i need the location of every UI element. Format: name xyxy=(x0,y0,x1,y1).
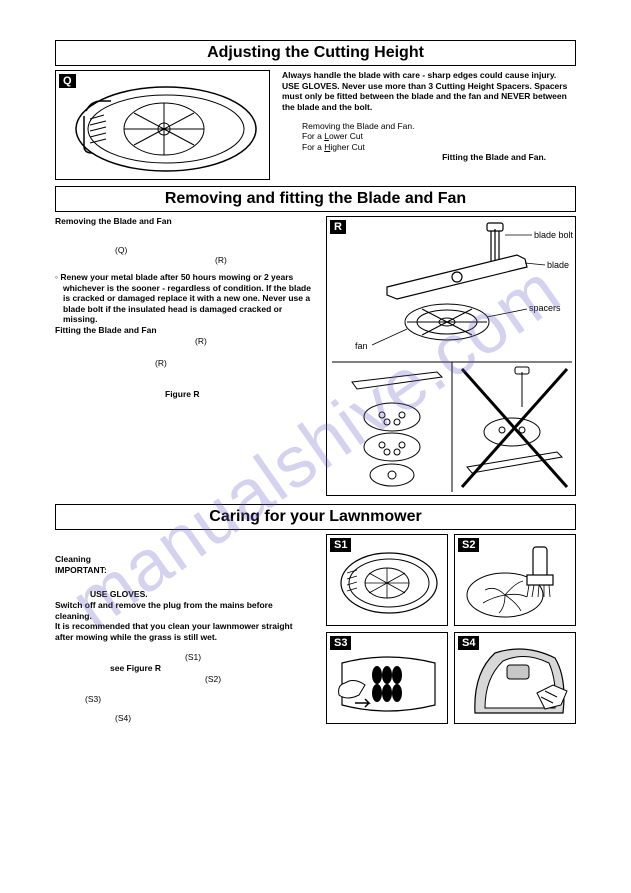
section3-row: Cleaning IMPORTANT: USE GLOVES. Switch o… xyxy=(55,534,576,724)
section2-row: Removing the Blade and Fan (Q) (R) ◦ Ren… xyxy=(55,216,576,496)
important-label: IMPORTANT: xyxy=(55,565,310,576)
diagram-r: R blade bolt blade xyxy=(326,216,576,496)
section2-figref: Figure R xyxy=(165,389,312,400)
section2-bullet: ◦ Renew your metal blade after 50 hours … xyxy=(55,272,312,325)
recommended-text: It is recommended that you clean your la… xyxy=(55,621,310,642)
section2-heading2: Fitting the Blade and Fan xyxy=(55,325,312,336)
section1-warning: Always handle the blade with care - shar… xyxy=(282,70,576,113)
section1-sub1: Removing the Blade and Fan. xyxy=(302,121,576,132)
section3-title: Caring for your Lawnmower xyxy=(55,504,576,530)
section1-title: Adjusting the Cutting Height xyxy=(55,40,576,66)
s1-ref: (S1) xyxy=(185,652,310,663)
seefig-ref: see Figure R xyxy=(110,663,310,674)
tag-s4: S4 xyxy=(458,636,479,650)
section1-sub3: For a Higher Cut xyxy=(302,142,576,153)
blade-fan-exploded-illustration: blade bolt blade xyxy=(327,217,577,497)
section2-title: Removing and fitting the Blade and Fan xyxy=(55,186,576,212)
label-fan: fan xyxy=(355,341,368,351)
tag-s2: S2 xyxy=(458,538,479,552)
section2-ref4: (R) xyxy=(155,358,312,369)
s3-ref: (S3) xyxy=(85,694,310,705)
diagram-s1: S1 xyxy=(326,534,448,626)
tag-s1: S1 xyxy=(330,538,351,552)
tag-q: Q xyxy=(59,74,76,88)
diagram-s4: S4 xyxy=(454,632,576,724)
section2-ref2: (R) xyxy=(215,255,312,266)
tag-r: R xyxy=(330,220,346,234)
diagram-s2: S2 xyxy=(454,534,576,626)
section1-sub4: Fitting the Blade and Fan. xyxy=(282,152,576,163)
section3-left: Cleaning IMPORTANT: USE GLOVES. Switch o… xyxy=(55,534,318,724)
label-bolt: blade bolt xyxy=(534,230,574,240)
section2-left: Removing the Blade and Fan (Q) (R) ◦ Ren… xyxy=(55,216,318,496)
diagram-s3: S3 xyxy=(326,632,448,724)
mower-underside-illustration xyxy=(56,71,271,181)
switchoff-text: Switch off and remove the plug from the … xyxy=(55,600,310,621)
section1-sub2: For a Lower Cut xyxy=(302,131,576,142)
gloves-label: USE GLOVES. xyxy=(90,589,310,600)
section2-ref1: (Q) xyxy=(115,245,312,256)
section1-text: Always handle the blade with care - shar… xyxy=(278,70,576,180)
section1-row: Q xyxy=(55,70,576,180)
care-grid: S1 S2 xyxy=(326,534,576,724)
section2-heading1: Removing the Blade and Fan xyxy=(55,216,312,227)
tag-s3: S3 xyxy=(330,636,351,650)
page-content: Adjusting the Cutting Height Q xyxy=(0,0,631,764)
cleaning-label: Cleaning xyxy=(55,554,310,565)
diagram-q: Q xyxy=(55,70,270,180)
s2-ref: (S2) xyxy=(205,674,310,685)
section2-ref3: (R) xyxy=(195,336,312,347)
label-spacers: spacers xyxy=(529,303,561,313)
s4-ref: (S4) xyxy=(115,713,310,724)
label-blade: blade xyxy=(547,260,569,270)
